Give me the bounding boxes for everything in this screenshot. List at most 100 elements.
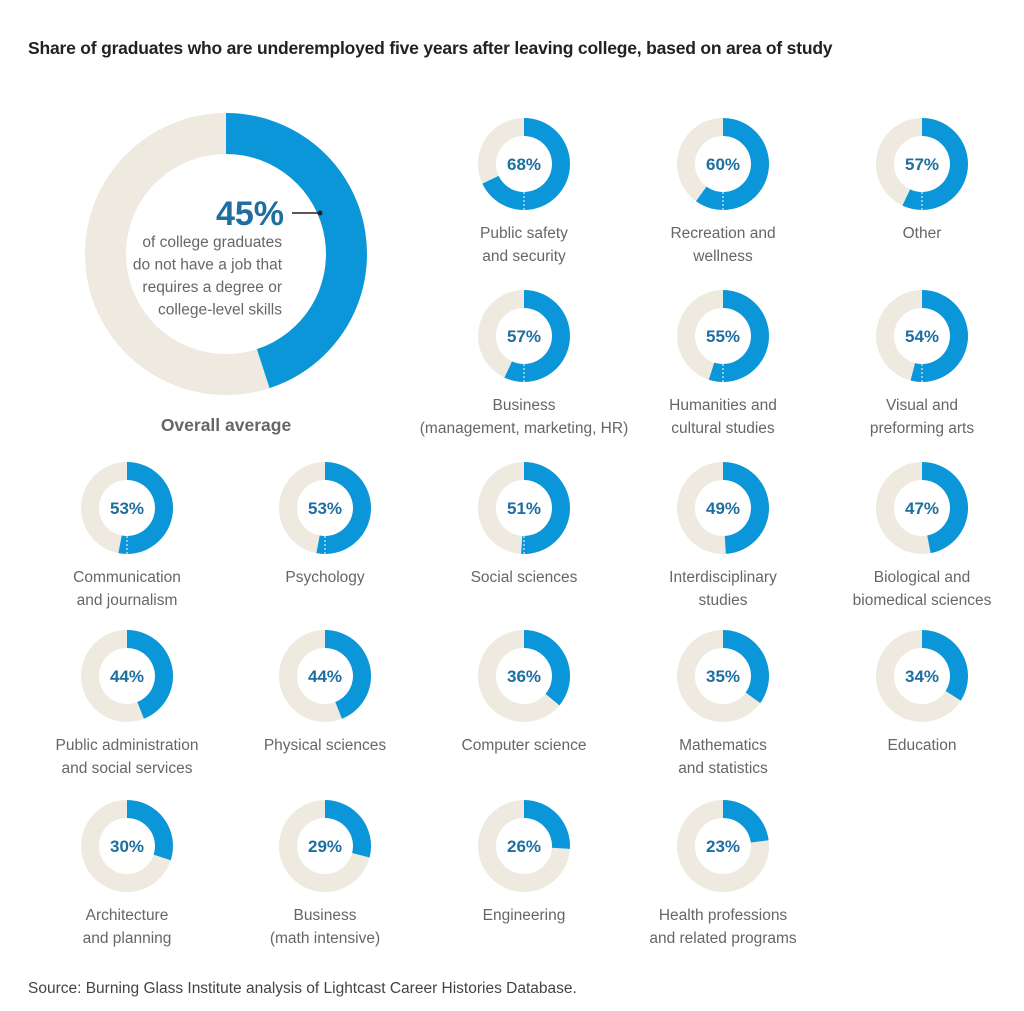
category-label: and statistics — [678, 760, 768, 777]
donut-value-arc — [325, 800, 372, 858]
category-donut: 26% Engineering — [478, 800, 570, 924]
category-donut: 54% Visual and preforming arts — [870, 290, 974, 437]
category-donut: 44% Physical sciences — [264, 630, 387, 754]
category-label: Biological and — [874, 569, 971, 586]
category-donut: 53% Psychology — [279, 462, 371, 586]
donut-value-arc — [521, 462, 570, 554]
category-label: preforming arts — [870, 420, 974, 437]
category-label: (math intensive) — [270, 930, 380, 947]
category-percent: 55% — [706, 327, 740, 346]
donut-value-arc — [316, 462, 371, 554]
category-donut: 49% Interdisciplinary studies — [669, 462, 777, 609]
donut-value-arc — [524, 629, 570, 706]
category-donut: 57% Business (management, marketing, HR) — [420, 290, 628, 437]
category-label: Public safety — [480, 225, 568, 242]
category-label: and related programs — [649, 930, 797, 947]
overall-annotation-line: of college graduates — [142, 234, 282, 251]
donut-value-arc — [708, 290, 770, 383]
category-donut: 36% Computer science — [462, 629, 587, 754]
category-label: Psychology — [285, 569, 365, 586]
category-donut: 23% Health professions and related program… — [649, 800, 797, 947]
category-percent: 57% — [905, 155, 939, 174]
category-donut: 44% Public administration and social servi… — [55, 630, 199, 777]
category-percent: 26% — [507, 837, 541, 856]
category-donut: 53% Communication and journalism — [73, 462, 181, 609]
donut-value-arc — [695, 118, 769, 210]
category-percent: 68% — [507, 155, 541, 174]
category-donut: 34% Education — [876, 630, 969, 754]
annotation-leader-dot — [317, 210, 323, 216]
donut-value-arc — [723, 630, 770, 704]
category-percent: 44% — [110, 667, 144, 686]
category-percent: 34% — [905, 667, 939, 686]
overall-percent: 45% — [216, 195, 284, 233]
category-donut: 55% Humanities and cultural studies — [669, 290, 777, 437]
donut-value-arc — [910, 290, 968, 383]
category-label: Humanities and — [669, 397, 777, 414]
category-donut: 47% Biological and biomedical sciences — [853, 462, 992, 609]
donut-value-arc — [723, 462, 770, 554]
category-label: Health professions — [659, 907, 788, 924]
donut-value-arc — [922, 630, 969, 701]
category-percent: 29% — [308, 837, 342, 856]
category-label: Public administration — [55, 737, 198, 754]
overall-annotation-line: college-level skills — [158, 302, 282, 319]
donut-value-arc — [127, 800, 173, 861]
category-label: cultural studies — [671, 420, 775, 437]
category-donut: 57% Other — [876, 118, 968, 242]
category-percent: 54% — [905, 327, 939, 346]
category-label: Engineering — [483, 907, 566, 924]
category-label: Business — [493, 397, 556, 414]
category-percent: 49% — [706, 499, 740, 518]
category-label: Physical sciences — [264, 737, 387, 754]
category-label: studies — [698, 592, 747, 609]
category-donut: 29% Business (math intensive) — [270, 800, 380, 947]
category-percent: 23% — [706, 837, 740, 856]
donut-value-arc — [482, 118, 570, 211]
overall-annotation-line: requires a degree or — [142, 279, 282, 296]
source-note: Source: Burning Glass Institute analysis… — [28, 980, 577, 997]
donut-value-arc — [504, 290, 571, 382]
category-percent: 44% — [308, 667, 342, 686]
category-donut: 51% Social sciences — [471, 462, 578, 586]
overall-label: Overall average — [161, 415, 292, 435]
category-label: Mathematics — [679, 737, 767, 754]
category-label: and social services — [62, 760, 193, 777]
category-label: and planning — [83, 930, 172, 947]
category-percent: 30% — [110, 837, 144, 856]
category-label: Interdisciplinary — [669, 569, 777, 586]
category-percent: 36% — [507, 667, 541, 686]
overall-donut: 45%of college graduates do not have a job… — [85, 113, 367, 435]
category-donut: 60% Recreation and wellness — [670, 118, 776, 265]
donut-value-arc — [226, 113, 367, 389]
category-percent: 51% — [507, 499, 541, 518]
category-label: Education — [888, 737, 957, 754]
donut-value-arc — [723, 800, 769, 843]
donut-value-arc — [118, 462, 173, 554]
donut-value-arc — [524, 800, 570, 849]
category-label: Social sciences — [471, 569, 578, 586]
category-percent: 47% — [905, 499, 939, 518]
category-label: Business — [294, 907, 357, 924]
category-label: Computer science — [462, 737, 587, 754]
category-label: biomedical sciences — [853, 592, 992, 609]
category-label: (management, marketing, HR) — [420, 420, 628, 437]
chart-title: Share of graduates who are underemployed… — [28, 38, 833, 58]
category-percent: 53% — [308, 499, 342, 518]
category-percent: 57% — [507, 327, 541, 346]
donut-value-arc — [325, 630, 372, 719]
category-label: and security — [482, 248, 566, 265]
donut-value-arc — [902, 118, 968, 211]
category-label: Communication — [73, 569, 181, 586]
category-label: Visual and — [886, 397, 958, 414]
category-label: Other — [903, 225, 942, 242]
category-donut: 30% Architecture and planning — [81, 800, 173, 947]
overall-annotation-line: do not have a job that — [133, 257, 283, 274]
category-percent: 35% — [706, 667, 740, 686]
category-donut: 35% Mathematics and statistics — [677, 630, 770, 777]
category-label: Architecture — [86, 907, 169, 924]
category-donut: 68% Public safety and security — [478, 118, 570, 265]
donut-value-arc — [922, 462, 969, 554]
category-label: and journalism — [77, 592, 178, 609]
